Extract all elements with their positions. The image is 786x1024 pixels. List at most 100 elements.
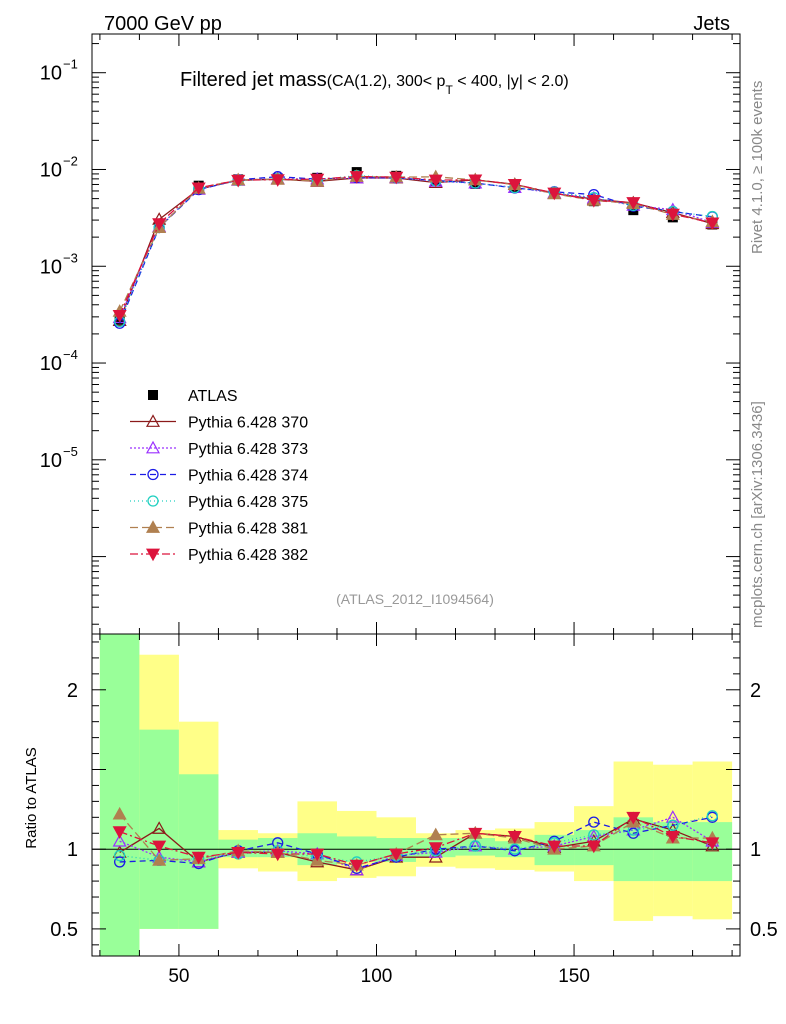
ratio-point-p373: [665, 810, 680, 823]
ratio-point-p382: [547, 840, 562, 854]
legend-label-p370: Pythia 6.428 370: [188, 415, 308, 432]
ratio-point-p374: [627, 827, 639, 839]
series-line-p381: [119, 175, 713, 312]
series-point-p382: [270, 174, 285, 187]
ratio-point-p382: [270, 848, 285, 862]
ratio-frame: [91, 633, 741, 957]
legend-label-p382: Pythia 6.428 382: [188, 547, 308, 564]
ratio-point-p370: [152, 821, 167, 834]
ratio-y-tick-label: 1: [67, 839, 78, 861]
ratio-point-p370: [428, 849, 443, 863]
chart-title-sub: (CA(1.2), 300< p: [327, 73, 446, 90]
series-point-p382: [626, 197, 641, 210]
ratio-point-p382: [231, 846, 246, 860]
legend-label-p375: Pythia 6.428 375: [188, 494, 308, 511]
series-point-p382: [231, 174, 246, 188]
series-point-p382: [507, 178, 522, 192]
x-tick-label: 50: [168, 966, 189, 987]
y-tick-label: 10: [40, 159, 62, 181]
ratio-point-p373: [428, 845, 443, 858]
uncertainty-bands: [92, 634, 740, 956]
chart-title-main: Filtered jet mass: [180, 69, 327, 91]
ratio-point-p375: [114, 849, 126, 862]
legend-label-atlas: ATLAS: [188, 388, 238, 405]
ratio-point-p382: [705, 837, 720, 851]
ratio-point-p382: [191, 851, 206, 865]
y-tick-exponent: −1: [63, 57, 78, 72]
data-marks: [112, 167, 720, 876]
series-point-p382: [112, 309, 127, 323]
process-label: Jets: [693, 13, 730, 35]
analysis-id: (ATLAS_2012_I1094564): [336, 591, 494, 607]
ratio-y-tick-label: 0.5: [50, 919, 78, 941]
ratio-point-p375: [509, 843, 521, 855]
band-inner: [99, 634, 140, 956]
y-tick-exponent: −5: [63, 444, 78, 459]
series-line-p374: [119, 176, 713, 324]
series-point-p382: [152, 218, 167, 231]
ratio-point-p382: [586, 840, 601, 854]
ratio-point-p382: [389, 848, 404, 862]
series-point-p382: [665, 208, 680, 222]
legend-marker-atlas: [148, 390, 158, 400]
y-tick-label: 10: [40, 63, 62, 85]
series-point-p382: [468, 174, 483, 188]
ratio-point-p374: [114, 856, 126, 868]
legend-marker-p375: [147, 495, 159, 507]
chart-title-sub-end: < 400, |y| < 2.0): [453, 73, 569, 90]
ratio-point-p370: [705, 838, 720, 852]
ratio-point-p382: [507, 831, 522, 844]
legend-label-p373: Pythia 6.428 373: [188, 441, 308, 458]
series-point-p382: [349, 171, 364, 184]
series-point-p382: [428, 174, 443, 188]
x-tick-label: 150: [558, 966, 590, 987]
ratio-point-p381: [428, 827, 443, 841]
ratio-point-p373: [112, 833, 127, 847]
ratio-y-tick-label-right: 0.5: [750, 919, 778, 941]
y-tick-exponent: −3: [63, 250, 78, 265]
x-tick-label: 100: [361, 966, 393, 987]
main-frame: [91, 33, 741, 635]
energy-label: 7000 GeV pp: [104, 13, 222, 35]
mcplots-label: mcplots.cern.ch [arXiv:1306.3436]: [749, 401, 766, 628]
legend-marker-p373: [145, 440, 161, 454]
legend-marker-p381: [145, 520, 161, 533]
ratio-line-p382: [119, 816, 713, 866]
y-tick-label: 10: [40, 256, 62, 278]
y-tick-exponent: −2: [63, 153, 78, 168]
ratio-point-p375: [667, 819, 679, 831]
series-point-p382: [310, 173, 325, 187]
series-point-p382: [191, 182, 206, 196]
chart-title-sub-subscript: T: [445, 83, 453, 97]
legend-marker-p382: [145, 548, 161, 562]
ratio-point-p382: [428, 842, 443, 855]
ratio-line-p374: [119, 816, 713, 870]
legend: ATLAS Pythia 6.428 370 Pythia 6.428 373 Pyt…: [130, 388, 308, 564]
series-point-p382: [389, 171, 404, 185]
ratio-point-p374: [588, 816, 600, 828]
ratio-point-p382: [626, 811, 641, 825]
series-line-p375: [119, 174, 713, 322]
legend-marker-p370: [145, 414, 161, 427]
series-point-p382: [586, 194, 601, 208]
ratio-point-p382: [665, 831, 680, 844]
series-point-p382: [705, 217, 720, 231]
ratio-y-tick-label-right: 1: [750, 839, 761, 861]
series-line-p382: [119, 175, 713, 316]
ratio-point-p381: [112, 806, 127, 820]
y-tick-label: 10: [40, 450, 62, 472]
rivet-label: Rivet 4.1.0, ≥ 100k events: [749, 81, 766, 254]
series-point-p382: [547, 187, 562, 201]
ratio-point-p381: [152, 853, 167, 866]
y-tick-label: 10: [40, 353, 62, 375]
series-line-p373: [119, 176, 713, 318]
band-inner: [455, 838, 496, 856]
ratio-line-p370: [119, 818, 713, 871]
ratio-point-p382: [349, 859, 364, 873]
ratio-point-p382: [310, 848, 325, 862]
y-tick-exponent: −4: [63, 347, 78, 362]
series-line-p370: [119, 177, 713, 321]
ratio-point-p375: [706, 810, 718, 822]
